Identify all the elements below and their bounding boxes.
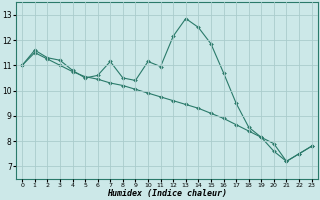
X-axis label: Humidex (Indice chaleur): Humidex (Indice chaleur) bbox=[107, 189, 227, 198]
